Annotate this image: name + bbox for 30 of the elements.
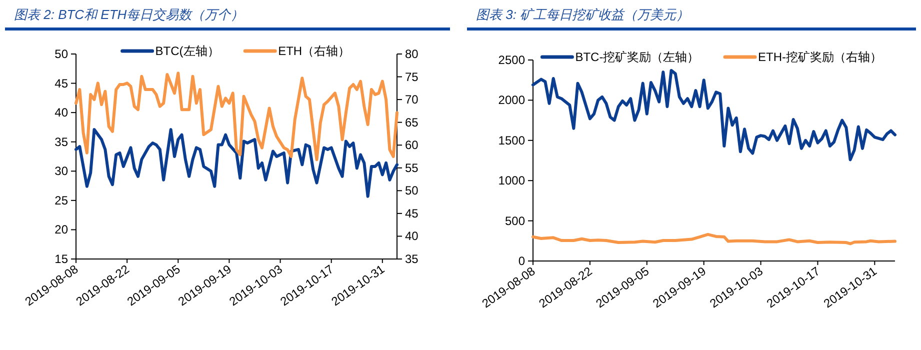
y2-tick-label: 70 <box>405 92 419 107</box>
y2-tick-label: 50 <box>405 184 419 198</box>
y-tick-label: 500 <box>504 214 526 228</box>
y-tick-label: 1000 <box>498 174 526 188</box>
y-tick-label: 20 <box>54 222 68 237</box>
y-tick-label: 2000 <box>498 93 526 108</box>
y-tick-label: 25 <box>54 193 68 208</box>
y-tick-label: 35 <box>54 134 68 149</box>
y2-tick-label: 60 <box>405 138 419 152</box>
y-tick-label: 30 <box>54 164 68 178</box>
y2-tick-label: 65 <box>405 115 419 130</box>
legend-label: BTC-挖矿奖励（左轴） <box>575 50 700 64</box>
y-tick-label: 0 <box>518 254 526 268</box>
legend-label: BTC(左轴） <box>155 44 220 58</box>
y-tick-label: 15 <box>54 252 68 266</box>
y-tick-label: 40 <box>54 106 68 120</box>
y-tick-label: 45 <box>54 76 68 90</box>
legend-label: ETH-挖矿奖励（右轴） <box>758 50 882 64</box>
y-tick-label: 2500 <box>498 53 526 67</box>
y2-tick-label: 40 <box>405 229 419 244</box>
y2-tick-label: 80 <box>405 47 419 61</box>
chart-title: 图表 3: 矿工每日挖矿收益（万美元） <box>476 7 690 22</box>
legend-label: ETH（右轴） <box>278 44 350 58</box>
chart-title: 图表 2: BTC和 ETH每日交易数（万个） <box>14 7 244 22</box>
y-tick-label: 1500 <box>498 133 526 148</box>
y2-tick-label: 45 <box>405 206 419 220</box>
y2-tick-label: 55 <box>405 160 419 175</box>
y2-tick-label: 75 <box>405 70 419 84</box>
y-tick-label: 50 <box>54 47 68 61</box>
y2-tick-label: 35 <box>405 252 419 266</box>
